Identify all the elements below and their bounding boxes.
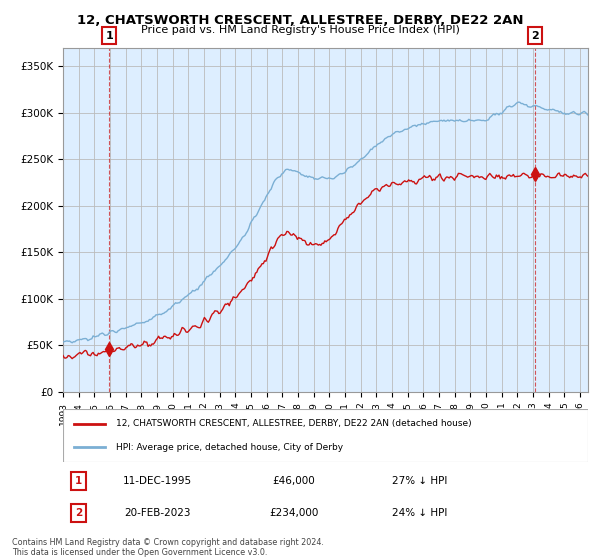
HPI: Average price, detached house, City of Derby: (1.99e+03, 5.29e+04): Average price, detached house, City of D…: [68, 339, 76, 346]
Text: 2: 2: [75, 508, 82, 518]
Text: 20-FEB-2023: 20-FEB-2023: [124, 508, 191, 518]
Text: 12, CHATSWORTH CRESCENT, ALLESTREE, DERBY, DE22 2AN (detached house): 12, CHATSWORTH CRESCENT, ALLESTREE, DERB…: [115, 419, 471, 428]
12, CHATSWORTH CRESCENT, ALLESTREE, DERBY, DE22 2AN (detached house): [556, 170, 563, 176]
Text: Contains HM Land Registry data © Crown copyright and database right 2024.
This d: Contains HM Land Registry data © Crown c…: [12, 538, 324, 557]
12, CHATSWORTH CRESCENT, ALLESTREE, DERBY, DE22 2AN (detached house): [126, 342, 133, 349]
HPI: Average price, detached house, City of Derby: (2.02e+03, 3.06e+05): Average price, detached house, City of D…: [528, 104, 535, 110]
Text: 2: 2: [531, 31, 539, 41]
HPI: Average price, detached house, City of Derby: (2.01e+03, 2.35e+05): Average price, detached house, City of D…: [341, 170, 348, 176]
12, CHATSWORTH CRESCENT, ALLESTREE, DERBY, DE22 2AN (detached house): [389, 179, 397, 186]
Text: £46,000: £46,000: [272, 476, 316, 486]
Text: Price paid vs. HM Land Registry's House Price Index (HPI): Price paid vs. HM Land Registry's House …: [140, 25, 460, 35]
12, CHATSWORTH CRESCENT, ALLESTREE, DERBY, DE22 2AN (detached house): [527, 174, 534, 181]
Line: HPI: Average price, detached house, City of Derby: HPI: Average price, detached house, City…: [63, 102, 588, 343]
HPI: Average price, detached house, City of Derby: (2.02e+03, 2.98e+05): Average price, detached house, City of D…: [491, 111, 499, 118]
12, CHATSWORTH CRESCENT, ALLESTREE, DERBY, DE22 2AN (detached house): [333, 229, 340, 236]
HPI: Average price, detached house, City of Derby: (2.01e+03, 2.32e+05): Average price, detached house, City of D…: [333, 173, 340, 180]
Text: £234,000: £234,000: [269, 508, 319, 518]
HPI: Average price, detached house, City of Derby: (2e+03, 7.06e+04): Average price, detached house, City of D…: [126, 323, 133, 330]
Text: HPI: Average price, detached house, City of Derby: HPI: Average price, detached house, City…: [115, 442, 343, 451]
12, CHATSWORTH CRESCENT, ALLESTREE, DERBY, DE22 2AN (detached house): [59, 352, 67, 359]
12, CHATSWORTH CRESCENT, ALLESTREE, DERBY, DE22 2AN (detached house): [68, 355, 76, 362]
Line: 12, CHATSWORTH CRESCENT, ALLESTREE, DERBY, DE22 2AN (detached house): 12, CHATSWORTH CRESCENT, ALLESTREE, DERB…: [63, 173, 588, 358]
12, CHATSWORTH CRESCENT, ALLESTREE, DERBY, DE22 2AN (detached house): [491, 175, 499, 181]
Text: 1: 1: [75, 476, 82, 486]
12, CHATSWORTH CRESCENT, ALLESTREE, DERBY, DE22 2AN (detached house): [341, 216, 348, 223]
Text: 1: 1: [105, 31, 113, 41]
Text: 27% ↓ HPI: 27% ↓ HPI: [392, 476, 448, 486]
12, CHATSWORTH CRESCENT, ALLESTREE, DERBY, DE22 2AN (detached house): [584, 173, 592, 180]
HPI: Average price, detached house, City of Derby: (2.02e+03, 3.11e+05): Average price, detached house, City of D…: [515, 99, 522, 105]
Text: 11-DEC-1995: 11-DEC-1995: [123, 476, 192, 486]
HPI: Average price, detached house, City of Derby: (1.99e+03, 5.37e+04): Average price, detached house, City of D…: [59, 339, 67, 346]
Text: 24% ↓ HPI: 24% ↓ HPI: [392, 508, 448, 518]
HPI: Average price, detached house, City of Derby: (2.03e+03, 2.98e+05): Average price, detached house, City of D…: [584, 111, 592, 118]
Text: 12, CHATSWORTH CRESCENT, ALLESTREE, DERBY, DE22 2AN: 12, CHATSWORTH CRESCENT, ALLESTREE, DERB…: [77, 14, 523, 27]
HPI: Average price, detached house, City of Derby: (2.01e+03, 2.77e+05): Average price, detached house, City of D…: [389, 130, 397, 137]
